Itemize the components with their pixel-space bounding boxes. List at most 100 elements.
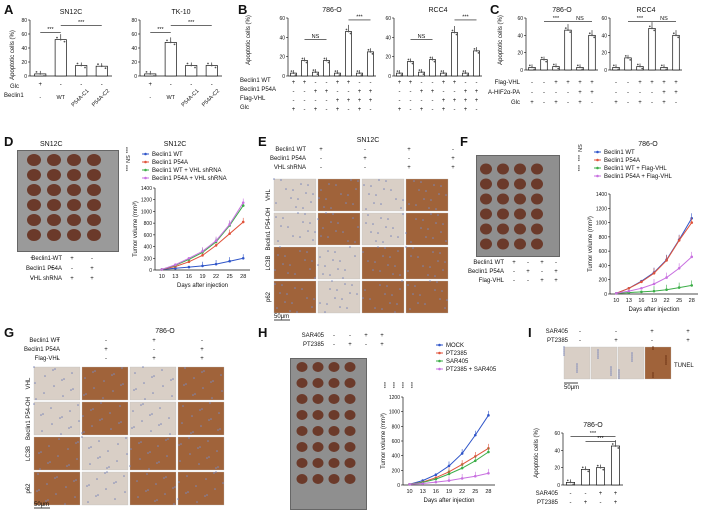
g-nucleus (77, 404, 79, 406)
g-nucleus (65, 486, 67, 488)
e-sign: + (451, 156, 455, 162)
b0-sign: - (293, 98, 295, 104)
g-nucleus (161, 369, 163, 371)
g-nucleus (40, 414, 42, 416)
c1-sign: - (615, 90, 617, 96)
b1-title: RCC4 (428, 7, 447, 14)
b1-sign: + (420, 107, 424, 113)
i-sign: + (650, 329, 654, 335)
g-nucleus (105, 488, 107, 490)
e-nucleus (402, 199, 404, 201)
e-nucleus (437, 214, 439, 216)
f-xtick-label: 13 (626, 298, 632, 304)
g-nucleus (101, 418, 103, 420)
d-row-label: Beclin1 P54A (26, 266, 62, 272)
g-nucleus (61, 379, 63, 381)
f-sign: - (513, 269, 515, 275)
h-tumor (296, 362, 308, 372)
c1-ytick-label: 0 (604, 68, 607, 74)
a0-ytick-label: 0 (24, 74, 27, 80)
c-row-label: Flag-VHL (495, 80, 521, 86)
a0-point (39, 73, 42, 75)
i-ihc-tile (617, 346, 645, 380)
b0-ytick-label: 60 (279, 16, 285, 22)
c0-sign: - (543, 90, 545, 96)
g-nucleus (125, 437, 127, 439)
b1-bar (473, 50, 480, 77)
g-ihc-tile (177, 436, 225, 471)
c1-sign: - (675, 100, 677, 106)
e-ihc-tile (405, 246, 449, 280)
e-nucleus (374, 307, 376, 309)
g-nucleus (203, 370, 205, 372)
c1-point (612, 64, 615, 67)
a-beclin1-label: P54A-C1 (71, 88, 91, 108)
a1-ytick-label: 60 (131, 32, 137, 38)
c1-point (675, 34, 677, 37)
e-nucleus (279, 292, 281, 294)
a1-point (190, 64, 193, 67)
g-nucleus (202, 387, 204, 389)
panel-label-b: B (238, 2, 248, 17)
i-point (614, 445, 617, 447)
b1-ytick-label: 20 (385, 55, 391, 61)
e-nucleus (370, 231, 372, 233)
f-xtick-label: 19 (651, 298, 657, 304)
d-legend-dot (144, 160, 147, 164)
g-nucleus (121, 367, 123, 369)
a1-point (207, 62, 209, 65)
e-nucleus (296, 311, 298, 313)
i-sign: + (614, 500, 618, 506)
a1-ytick-label: 0 (134, 74, 137, 80)
g-nucleus (70, 389, 72, 391)
i-bar (611, 445, 620, 486)
a1-point (149, 73, 152, 75)
g-nucleus (211, 397, 213, 399)
g-nucleus (205, 478, 207, 480)
e-nucleus (427, 228, 429, 230)
g-nucleus (222, 482, 224, 484)
i-sign: + (584, 500, 588, 506)
f-row-label: Beclin1 P54A (468, 269, 504, 275)
g-nucleus (51, 423, 53, 425)
f-tumor (514, 178, 526, 190)
e-nucleus (275, 216, 277, 218)
g-sign: + (56, 338, 60, 344)
g-nucleus (187, 491, 189, 493)
b0-point (314, 71, 317, 74)
d-stars: *** (126, 164, 132, 171)
g-sign: - (57, 356, 59, 362)
g-nucleus (103, 380, 105, 382)
e-nucleus (430, 213, 432, 215)
i-row-label: SAR405 (546, 329, 569, 335)
g-nucleus (107, 450, 109, 452)
i-nucleus (665, 359, 667, 361)
g-sign: + (200, 347, 204, 353)
e-nucleus (341, 298, 343, 300)
f-tumor (480, 178, 492, 190)
i-nucleus (618, 371, 620, 373)
c0-point (557, 67, 560, 70)
d-tumor (27, 154, 41, 166)
g-sign: + (104, 347, 108, 353)
e-nucleus (377, 232, 379, 234)
b-ylabel: Apoptotic cells (%) (246, 15, 252, 65)
i-stain-label: TUNEL (674, 363, 694, 369)
e-nucleus (420, 181, 422, 183)
h-legend-dot (438, 367, 441, 371)
e-nucleus (312, 193, 314, 195)
d-ytick-label: 600 (144, 233, 153, 239)
a-beclin1-label: - (39, 95, 41, 101)
g-nucleus (210, 381, 212, 383)
g-nucleus (158, 424, 160, 426)
e-nucleus (312, 239, 314, 241)
c0-sign: + (590, 80, 594, 86)
e-nucleus (299, 250, 301, 252)
g-nucleus (148, 468, 150, 470)
e-nucleus (391, 294, 393, 296)
c1-sign: - (627, 100, 629, 106)
a1-point (173, 43, 176, 46)
f-tumor (480, 208, 492, 220)
e-nucleus (318, 197, 320, 199)
f-stars: *** (578, 154, 584, 161)
